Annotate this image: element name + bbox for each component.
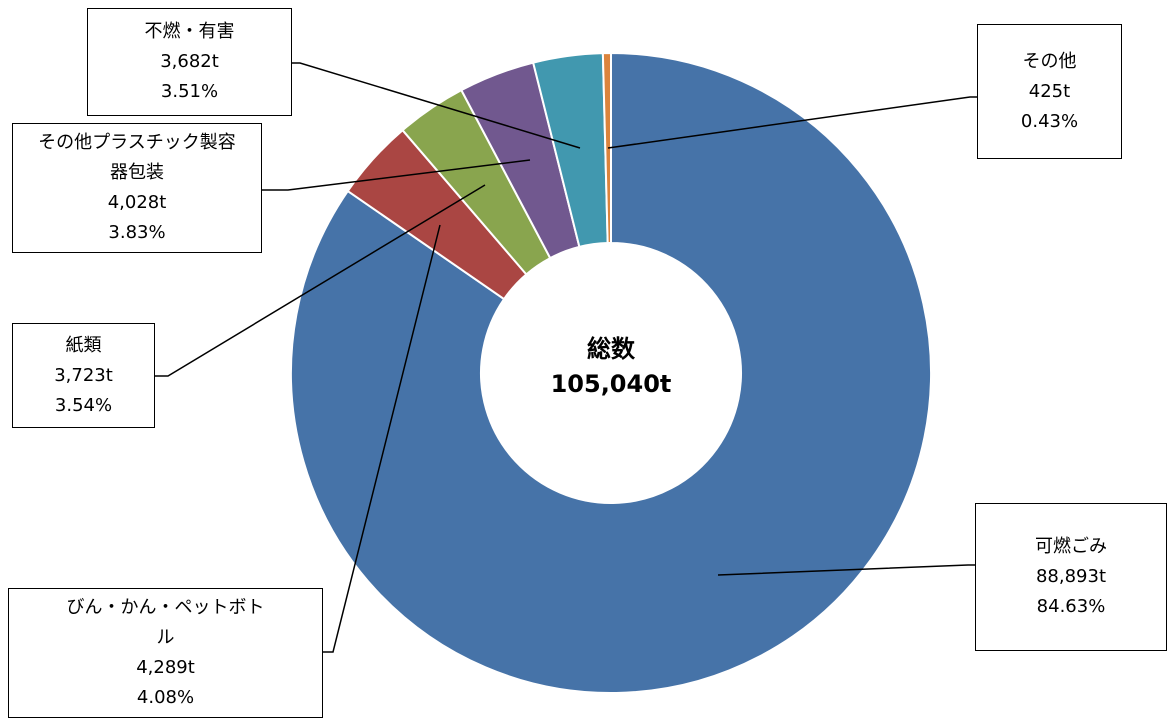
leader-line [292,62,581,149]
data-label: 紙類 3,723t 3.54% [12,323,155,428]
percent-label: 3.54% [54,394,113,416]
data-label: その他 425t 0.43% [977,24,1122,159]
value-label: 3,723t [54,364,113,386]
value-label: 425t [1028,80,1071,102]
category-label: 可燃ごみ [1035,536,1107,557]
data-label: その他プラスチック製容器包装 4,028t 3.83% [12,123,262,253]
value-label: 88,893t [1035,566,1107,587]
center-title: 総数 [587,335,636,363]
percent-label: 84.63% [1036,596,1106,617]
percent-label: 3.83% [108,222,166,243]
category-label: その他プラスチック製容器包装 [38,132,236,183]
center-total: 105,040t [551,370,672,398]
donut-slice [601,51,612,245]
data-label: びん・かん・ペットボトル 4,289t 4.08% [8,588,323,718]
data-label: 不燃・有害 3,682t 3.51% [87,8,292,116]
value-label: 3,682t [160,51,219,72]
leader-line [607,96,977,149]
percent-label: 3.51% [160,81,219,102]
donut-slice [290,51,933,694]
data-label: 可燃ごみ 88,893t 84.63% [975,503,1167,651]
category-label: びん・かん・ペットボトル [66,597,265,648]
value-label: 4,028t [107,192,167,213]
value-label: 4,289t [136,657,195,678]
category-label: 不燃・有害 [144,21,235,42]
percent-label: 0.43% [1020,110,1079,132]
category-label: その他 [1022,50,1077,72]
percent-label: 4.08% [136,687,195,708]
category-label: 紙類 [65,334,102,356]
leader-line [717,564,975,576]
leader-line [155,184,486,377]
leader-line [323,224,441,653]
leader-line [262,159,531,191]
